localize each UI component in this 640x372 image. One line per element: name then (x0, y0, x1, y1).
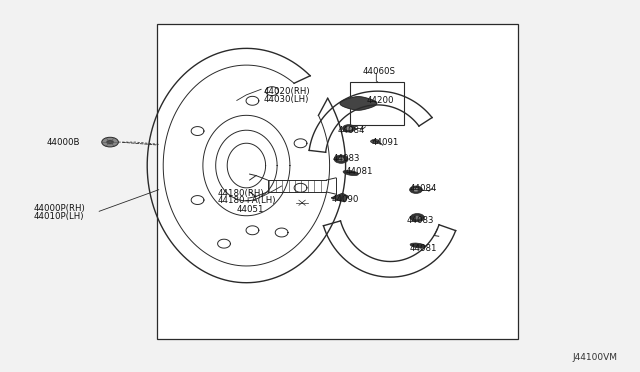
Text: 44081: 44081 (346, 167, 373, 176)
Ellipse shape (410, 243, 426, 248)
Circle shape (346, 126, 352, 130)
Text: 44060S: 44060S (363, 67, 396, 76)
Circle shape (414, 216, 420, 219)
Text: 44010P(LH): 44010P(LH) (33, 212, 84, 221)
Text: 44200: 44200 (367, 96, 394, 105)
Polygon shape (332, 193, 348, 202)
Circle shape (334, 155, 348, 163)
Circle shape (410, 186, 422, 193)
Ellipse shape (371, 140, 380, 143)
Text: 44051: 44051 (237, 205, 264, 214)
Text: 44030(LH): 44030(LH) (264, 95, 309, 104)
Circle shape (413, 188, 419, 192)
Circle shape (102, 137, 118, 147)
Text: 44083: 44083 (407, 216, 435, 225)
Text: 44090: 44090 (332, 195, 359, 204)
Circle shape (342, 125, 355, 132)
Ellipse shape (343, 170, 358, 176)
Text: 44084: 44084 (338, 126, 365, 135)
Circle shape (106, 140, 114, 144)
Bar (350, 82, 404, 125)
Text: 44091: 44091 (371, 138, 399, 147)
Text: 44180(RH): 44180(RH) (218, 189, 264, 198)
Bar (157, 24, 518, 339)
Polygon shape (340, 97, 377, 110)
Text: 44180+A(LH): 44180+A(LH) (218, 196, 276, 205)
Text: J44100VM: J44100VM (573, 353, 618, 362)
Text: 44020(RH): 44020(RH) (264, 87, 310, 96)
Text: 44083: 44083 (333, 154, 360, 163)
Text: 44000B: 44000B (46, 138, 79, 147)
Text: 44081: 44081 (410, 244, 437, 253)
Circle shape (410, 214, 424, 222)
Text: 44000P(RH): 44000P(RH) (33, 204, 85, 213)
Text: 44084: 44084 (410, 185, 437, 193)
Circle shape (338, 157, 344, 161)
